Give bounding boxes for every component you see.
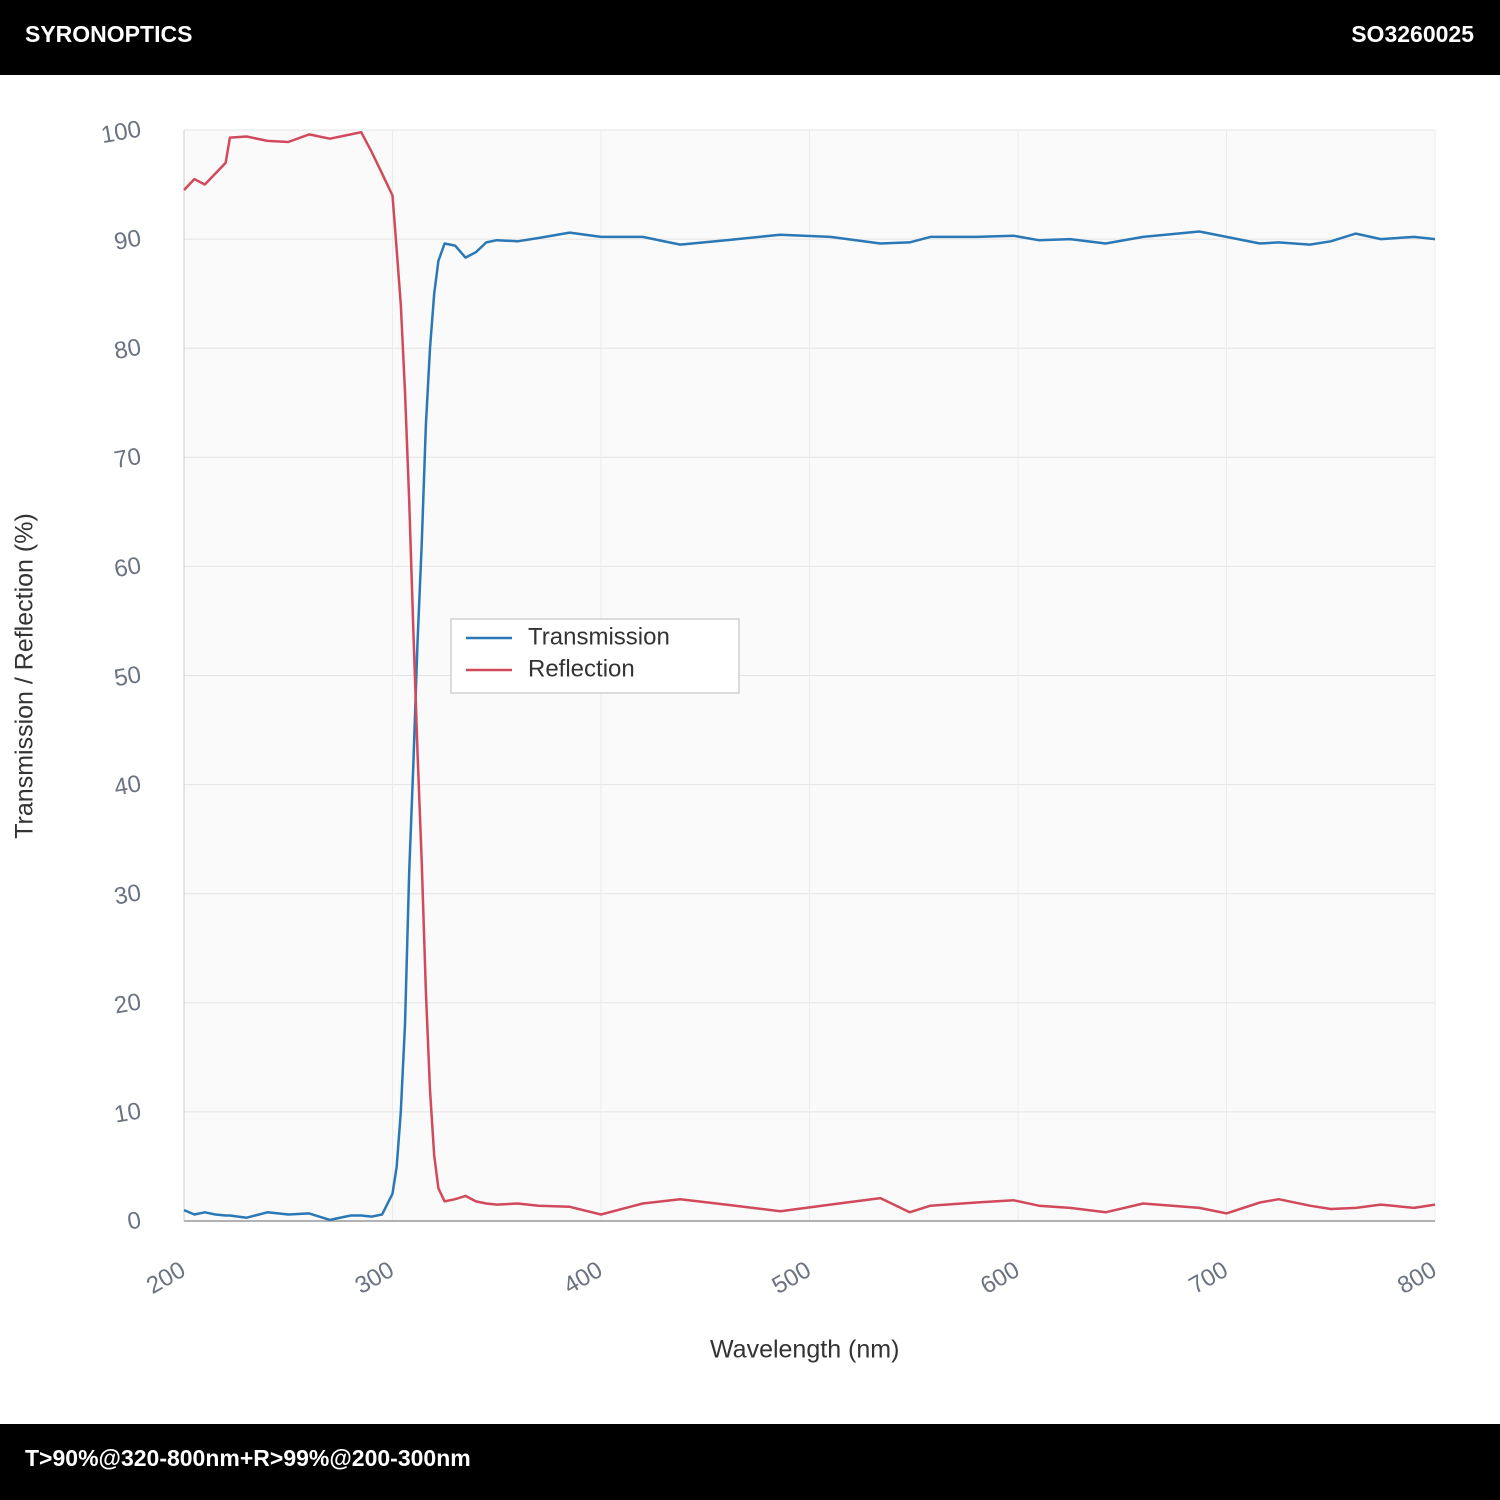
brand: SYRONOPTICS — [25, 21, 192, 47]
product-code: SO3260025 — [1351, 21, 1474, 47]
y-tick-label: 70 — [112, 443, 143, 474]
series-line — [183, 230, 1436, 1222]
series-line — [183, 130, 1436, 1216]
y-tick-label: 0 — [125, 1207, 143, 1236]
y-tick-label: 60 — [112, 552, 143, 583]
legend-label: Reflection — [528, 655, 635, 682]
y-tick-label: 90 — [112, 225, 143, 256]
x-axis-title: Wavelength (nm) — [710, 1336, 899, 1364]
y-tick-label: 10 — [112, 1097, 143, 1128]
y-tick-label: 30 — [112, 879, 143, 910]
y-tick-label: 20 — [112, 988, 143, 1019]
y-tick-label: 50 — [112, 661, 143, 692]
y-tick-label: 80 — [112, 334, 143, 365]
y-tick-label: 40 — [112, 770, 143, 801]
legend-box — [450, 618, 740, 694]
footer-text: T>90%@320-800nm+R>99%@200-300nm — [25, 1445, 471, 1471]
footer-bar — [0, 1424, 1500, 1500]
legend-label: Transmission — [528, 623, 670, 650]
header-bar — [0, 0, 1500, 75]
y-axis-title: Transmission / Reflection (%) — [11, 513, 39, 839]
